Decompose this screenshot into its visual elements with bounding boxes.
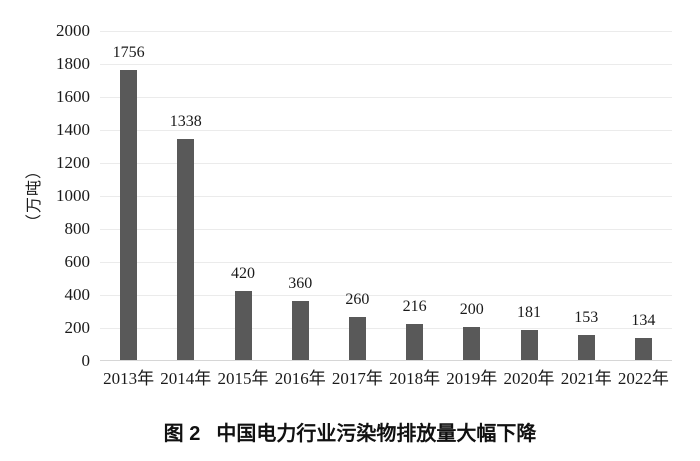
y-tick-label: 1000 bbox=[56, 186, 90, 205]
bar-value-label: 153 bbox=[574, 308, 599, 326]
bar-value-label: 181 bbox=[516, 304, 541, 322]
gridline bbox=[100, 294, 672, 296]
y-tick-label: 1400 bbox=[56, 120, 90, 139]
x-tick-label: 2019年 bbox=[446, 369, 498, 388]
y-tick-label: 600 bbox=[64, 252, 91, 271]
bar-value-label: 420 bbox=[230, 264, 255, 282]
x-tick-label: 2017年 bbox=[331, 369, 383, 388]
bar bbox=[291, 300, 309, 360]
gridline bbox=[100, 327, 672, 329]
gridline bbox=[100, 129, 672, 131]
y-tick-label: 200 bbox=[64, 318, 91, 337]
gridline bbox=[100, 195, 672, 197]
x-tick-label: 2021年 bbox=[560, 369, 612, 388]
plot-area: （万吨） 0 200 400 600 800 1000 1200 1400 1600 1800 20… bbox=[26, 22, 672, 388]
bar bbox=[577, 334, 595, 360]
bar-value-label: 1338 bbox=[169, 113, 202, 131]
x-tick-label: 2015年 bbox=[217, 369, 269, 388]
gridline bbox=[100, 261, 672, 263]
gridline bbox=[100, 228, 672, 230]
bar-value-label: 134 bbox=[631, 311, 656, 329]
bar-value-label: 216 bbox=[402, 298, 427, 316]
bar bbox=[634, 337, 652, 360]
x-tick-label: 2018年 bbox=[389, 369, 441, 388]
y-tick-label: 1800 bbox=[56, 54, 90, 73]
bar-value-label: 360 bbox=[288, 274, 313, 292]
figure-caption-number: 图 2 bbox=[163, 423, 201, 445]
gridline bbox=[100, 162, 672, 164]
y-tick-label: 1200 bbox=[56, 153, 90, 172]
bar bbox=[120, 70, 138, 360]
x-tick-label: 2020年 bbox=[503, 369, 555, 388]
bar bbox=[348, 317, 366, 360]
bar-value-label: 1756 bbox=[112, 44, 145, 62]
x-tick-label: 2022年 bbox=[617, 369, 669, 388]
gridline bbox=[100, 63, 672, 65]
y-tick-label: 0 bbox=[81, 351, 91, 370]
x-axis-line bbox=[100, 360, 672, 361]
bar bbox=[520, 330, 538, 360]
gridline bbox=[100, 96, 672, 98]
y-tick-label: 1600 bbox=[56, 87, 90, 106]
x-tick-label: 2016年 bbox=[274, 369, 326, 388]
y-tick-label: 400 bbox=[64, 285, 91, 304]
y-tick-label: 800 bbox=[64, 219, 91, 238]
bar bbox=[177, 139, 195, 360]
figure-caption-title: 中国电力行业污染物排放量大幅下降 bbox=[216, 423, 537, 445]
gridline bbox=[100, 30, 672, 32]
figure-caption: 图 2 中国电力行业污染物排放量大幅下降 bbox=[0, 417, 700, 446]
bar bbox=[463, 327, 481, 360]
bar bbox=[406, 324, 424, 360]
bar bbox=[234, 290, 252, 360]
bar-value-label: 260 bbox=[345, 291, 370, 309]
bar-value-label: 200 bbox=[459, 301, 484, 318]
x-tick-label: 2013年 bbox=[103, 369, 155, 388]
x-tick-label: 2014年 bbox=[160, 369, 212, 388]
y-tick-label: 2000 bbox=[56, 21, 90, 40]
